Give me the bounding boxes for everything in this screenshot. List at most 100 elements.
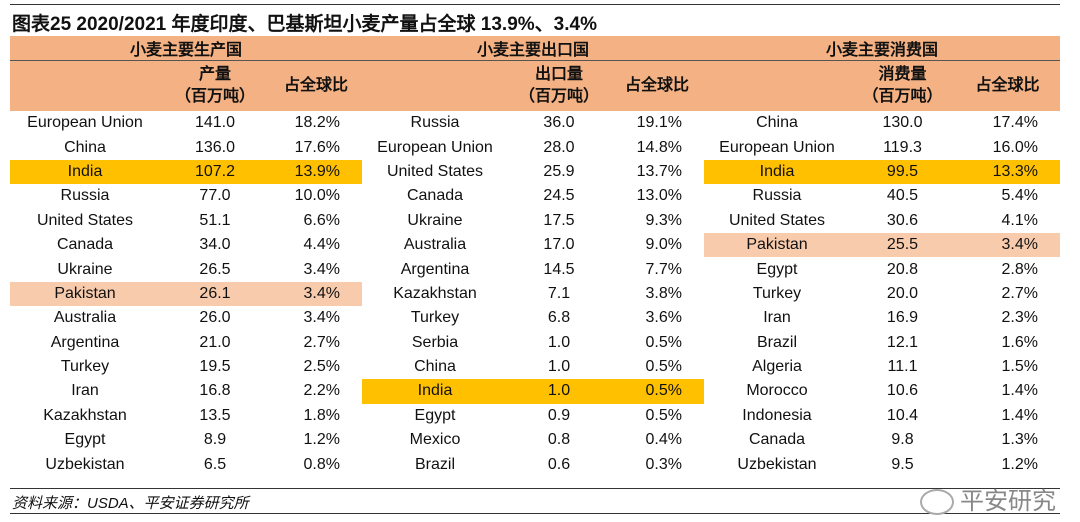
country-header [704, 60, 850, 111]
country-cell: Egypt [414, 406, 456, 424]
value-cell: 24.5 [543, 187, 575, 205]
pct-cell: 3.6% [645, 309, 682, 327]
value-cell: 99.5 [850, 159, 955, 185]
pct-cell: 3.4% [270, 281, 362, 307]
pct-cell: 0.5% [610, 379, 704, 404]
country-cell: Russia [410, 114, 460, 132]
value-cell: 26.5 [199, 260, 231, 278]
pct-cell: 2.7% [1001, 284, 1038, 302]
value-cell: 21.0 [199, 333, 231, 351]
country-cell: Serbia [411, 333, 459, 351]
value-cell: 77.0 [199, 187, 231, 205]
value-header-unit: （百万吨） [862, 88, 943, 105]
value-header: 产量 （百万吨） [160, 60, 270, 111]
wheat-table: 小麦主要生产国 小麦主要出口国 小麦主要消费国 产量 （百万吨） 占全球比 出口量… [10, 36, 1060, 477]
country-cell: Mexico [409, 431, 461, 449]
value-cell: 1.0 [508, 379, 610, 404]
country-cell: Australia [403, 236, 467, 254]
table-row: Kazakhstan 13.5 1.8% Egypt 0.9 0.5% Indone… [10, 404, 1060, 428]
value-header: 出口量 （百万吨） [508, 60, 610, 111]
table-row: China 136.0 17.6% European Union 28.0 14.… [10, 135, 1060, 159]
value-cell: 17.0 [543, 236, 575, 254]
value-cell: 36.0 [543, 114, 575, 132]
country-cell: Algeria [752, 358, 802, 376]
source-rule-top [10, 488, 1060, 489]
pct-cell: 13.0% [636, 187, 682, 205]
value-cell: 11.1 [887, 358, 918, 376]
pct-cell: 5.4% [1001, 187, 1038, 205]
pct-cell: 3.4% [955, 232, 1060, 258]
table-row: Egypt 8.9 1.2% Mexico 0.8 0.4% Canada 9.8 … [10, 428, 1060, 452]
value-cell: 9.8 [891, 431, 914, 449]
pct-cell: 17.6% [294, 138, 340, 156]
value-cell: 19.5 [199, 358, 231, 376]
top-rule [10, 4, 1060, 5]
watermark-logo: 平安研究 [920, 488, 1056, 516]
value-cell: 40.5 [886, 187, 919, 205]
value-cell: 7.1 [547, 284, 571, 302]
country-cell: Kazakhstan [43, 406, 127, 424]
value-cell: 16.9 [886, 309, 919, 327]
pct-cell: 14.8% [636, 138, 682, 156]
country-cell: United States [728, 211, 826, 229]
value-cell: 25.9 [543, 162, 575, 180]
wechat-icon [920, 489, 954, 515]
value-cell: 28.0 [543, 138, 575, 156]
country-cell: China [64, 138, 106, 156]
country-cell: Argentina [50, 333, 120, 351]
table-row: Ukraine 26.5 3.4% Argentina 14.5 7.7% Egyp… [10, 257, 1060, 281]
pct-cell: 1.4% [1001, 406, 1038, 424]
value-cell: 0.8 [547, 431, 571, 449]
pct-cell: 2.2% [303, 382, 340, 400]
pct-cell: 1.5% [1001, 358, 1038, 376]
pct-cell: 1.3% [1001, 431, 1038, 449]
country-cell: Turkey [60, 358, 110, 376]
table-row: Russia 77.0 10.0% Canada 24.5 13.0% Russia… [10, 184, 1060, 208]
value-header-label: 出口量 [534, 66, 583, 83]
table-row: India 107.2 13.9% United States 25.9 13.7… [10, 159, 1060, 185]
figure-title: 图表25 2020/2021 年度印度、巴基斯坦小麦产量占全球 13.9%、3.… [12, 14, 597, 35]
country-cell: Uzbekistan [737, 455, 817, 473]
value-header-label: 消费量 [878, 66, 927, 83]
source-note: 资料来源：USDA、平安证券研究所 [12, 495, 249, 512]
value-cell: 1.0 [547, 333, 571, 351]
table-row: Australia 26.0 3.4% Turkey 6.8 3.6% Iran 1… [10, 306, 1060, 330]
pct-cell: 3.4% [303, 309, 340, 327]
watermark-text: 平安研究 [960, 488, 1056, 515]
country-cell: Kazakhstan [393, 284, 477, 302]
country-cell: Uzbekistan [45, 455, 125, 473]
country-cell: Indonesia [742, 406, 812, 424]
value-cell: 10.6 [886, 382, 919, 400]
pct-cell: 10.0% [294, 187, 340, 205]
country-cell: Turkey [752, 284, 802, 302]
value-cell: 26.1 [160, 281, 270, 307]
table-row: Iran 16.8 2.2% India 1.0 0.5% Morocco 10.6… [10, 379, 1060, 404]
pct-cell: 1.2% [303, 431, 340, 449]
pct-header: 占全球比 [955, 60, 1060, 111]
country-cell: Russia [752, 187, 802, 205]
value-header-label: 产量 [198, 66, 231, 83]
group-header-production: 小麦主要生产国 [10, 36, 362, 61]
pct-cell: 1.6% [1001, 333, 1038, 351]
value-header-unit: （百万吨） [174, 88, 255, 105]
value-cell: 25.5 [850, 232, 955, 258]
pct-cell: 1.2% [1001, 455, 1038, 473]
country-cell: Iran [71, 382, 99, 400]
value-cell: 30.6 [886, 211, 919, 229]
value-cell: 20.8 [886, 260, 919, 278]
pct-cell: 3.4% [303, 260, 340, 278]
value-cell: 34.0 [199, 236, 231, 254]
pct-cell: 7.7% [645, 260, 682, 278]
value-cell: 13.5 [199, 406, 231, 424]
pct-cell: 6.6% [303, 211, 340, 229]
country-cell: European Union [27, 114, 143, 132]
pct-cell: 0.5% [645, 333, 682, 351]
pct-cell: 4.1% [1001, 211, 1038, 229]
table-row: Canada 34.0 4.4% Australia 17.0 9.0% Pakis… [10, 232, 1060, 258]
pct-cell: 13.3% [955, 159, 1060, 185]
pct-cell: 2.7% [303, 333, 340, 351]
pct-cell: 13.9% [270, 159, 362, 185]
value-cell: 119.3 [883, 138, 922, 156]
country-cell: Pakistan [10, 281, 160, 307]
value-cell: 16.8 [199, 382, 231, 400]
